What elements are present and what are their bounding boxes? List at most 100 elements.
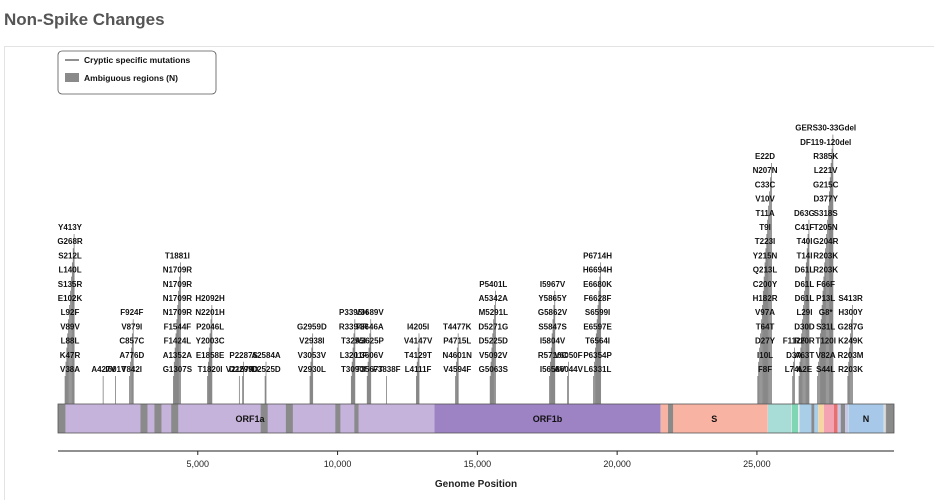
mutation-label: G268R bbox=[57, 237, 83, 246]
mutation-label: L4111F bbox=[405, 365, 432, 374]
mutation-label: T4477K bbox=[443, 322, 472, 331]
gene-label-n: N bbox=[863, 414, 870, 424]
mutation-label: M5291L bbox=[479, 308, 508, 317]
mutation-label: S212L bbox=[58, 251, 82, 260]
mutation-label: S44L bbox=[816, 365, 835, 374]
mutation-label: L29I bbox=[796, 308, 812, 317]
mutation-label: S5847S bbox=[538, 322, 567, 331]
mutation-label: R3394R bbox=[339, 322, 369, 331]
legend-box-marker bbox=[65, 73, 79, 82]
gene-s bbox=[660, 404, 768, 433]
mutation-label: T1881I bbox=[165, 251, 190, 260]
mutation-label: D377Y bbox=[813, 195, 838, 204]
mutation-label: F3838F bbox=[373, 365, 401, 374]
mutation-label: V6050F bbox=[554, 351, 582, 360]
mutation-label: F6628F bbox=[584, 294, 612, 303]
mutation-label: F112F bbox=[783, 337, 806, 346]
mutation-label: P2287S bbox=[229, 351, 258, 360]
mutation-label: I5658V bbox=[540, 365, 566, 374]
mutation-label: E6597E bbox=[583, 322, 612, 331]
mutation-label: K249K bbox=[838, 337, 863, 346]
mutation-label: H2092H bbox=[195, 294, 225, 303]
mutation-label: N1709R bbox=[163, 294, 193, 303]
mutation-label: R385K bbox=[813, 152, 838, 161]
mutation-label: R203K bbox=[813, 251, 838, 260]
mutation-label: G5862V bbox=[538, 308, 568, 317]
mutation-label: F8F bbox=[758, 365, 772, 374]
ambiguous-region-0 bbox=[58, 404, 66, 433]
mutation-label: Y5865Y bbox=[538, 294, 567, 303]
mutation-label: D61L bbox=[795, 280, 815, 289]
mutation-label: L6331L bbox=[584, 365, 612, 374]
mutation-label: N207N bbox=[753, 166, 778, 175]
mutation-label: V3053V bbox=[298, 351, 327, 360]
ambiguous-region-5 bbox=[285, 404, 293, 433]
mutation-label: A2E bbox=[797, 365, 813, 374]
mutation-label: V879I bbox=[121, 322, 142, 331]
mutation-label: T11A bbox=[755, 209, 774, 218]
legend-label-mutations: Cryptic specific mutations bbox=[84, 55, 191, 65]
mutation-label: G287G bbox=[838, 322, 864, 331]
gene-label-s: S bbox=[711, 414, 717, 424]
mutation-label: Q213L bbox=[753, 266, 778, 275]
mutation-label: V82A bbox=[816, 351, 836, 360]
ambiguous-region-10 bbox=[840, 404, 845, 433]
mutation-label: L221V bbox=[814, 166, 838, 175]
mutation-label: S6599I bbox=[585, 308, 610, 317]
mutation-label: T6564I bbox=[585, 337, 610, 346]
mutation-label: E1858E bbox=[196, 351, 225, 360]
mutation-label: A3625P bbox=[355, 337, 385, 346]
mutation-label: E102K bbox=[58, 294, 83, 303]
mutation-label: G215C bbox=[813, 180, 839, 189]
mutation-label: P4715L bbox=[443, 337, 471, 346]
gene-m bbox=[799, 404, 819, 433]
mutation-label: A63T bbox=[795, 351, 815, 360]
gene-orf7b bbox=[833, 404, 838, 433]
ambiguous-region-9 bbox=[811, 404, 815, 433]
mutation-label: F1424L bbox=[164, 337, 192, 346]
gene-label-orf1a: ORF1a bbox=[235, 414, 265, 424]
mutation-label: P6354P bbox=[583, 351, 612, 360]
mutation-label: T14I bbox=[796, 251, 812, 260]
mutation-label: V38A bbox=[60, 365, 80, 374]
mutation-label: V4594F bbox=[443, 365, 471, 374]
mutation-label: S318S bbox=[814, 209, 839, 218]
x-tick-label: 5,000 bbox=[187, 459, 210, 469]
mutation-label: T64T bbox=[756, 322, 775, 331]
mutation-label: D30D bbox=[794, 322, 815, 331]
mutation-label: H182R bbox=[753, 294, 778, 303]
ambiguous-region-1 bbox=[140, 404, 148, 433]
mutation-label: T223I bbox=[755, 237, 775, 246]
mutation-label: E22D bbox=[755, 152, 775, 161]
gene-n bbox=[848, 404, 884, 433]
mutation-label: R203K bbox=[813, 266, 838, 275]
mutation-label: I4205I bbox=[407, 322, 429, 331]
mutation-lines bbox=[64, 134, 853, 404]
mutation-label: N1709R bbox=[163, 280, 193, 289]
mutation-label: D61L bbox=[795, 294, 815, 303]
mutation-label: Y413Y bbox=[58, 223, 83, 232]
mutation-label: D5271G bbox=[478, 322, 508, 331]
mutation-label: V10V bbox=[755, 195, 775, 204]
mutation-label: T3255I bbox=[341, 337, 366, 346]
mutation-label: L140L bbox=[58, 266, 81, 275]
mutation-label: V5092V bbox=[479, 351, 508, 360]
gene-e bbox=[791, 404, 799, 433]
ambiguous-region-11 bbox=[886, 404, 894, 433]
gene-orf1b bbox=[434, 404, 661, 433]
mutation-label: F66F bbox=[816, 280, 835, 289]
ambiguous-region-3 bbox=[171, 404, 179, 433]
mutation-label: R5716C bbox=[538, 351, 568, 360]
mutation-label: L3606V bbox=[355, 351, 384, 360]
mutation-label: T9I bbox=[759, 223, 771, 232]
mutation-label: T3567T bbox=[356, 365, 384, 374]
mutation-label: D5225D bbox=[479, 337, 509, 346]
mutation-label: P3395H bbox=[339, 308, 368, 317]
mutation-label: N4601N bbox=[443, 351, 473, 360]
mutation-label: I5967V bbox=[540, 280, 566, 289]
mutation-label: V2930L bbox=[298, 365, 326, 374]
mutation-label: T3090I bbox=[341, 365, 366, 374]
mutation-label: I10L bbox=[757, 351, 773, 360]
mutation-label: S135R bbox=[58, 280, 83, 289]
x-tick-label: 10,000 bbox=[324, 459, 352, 469]
